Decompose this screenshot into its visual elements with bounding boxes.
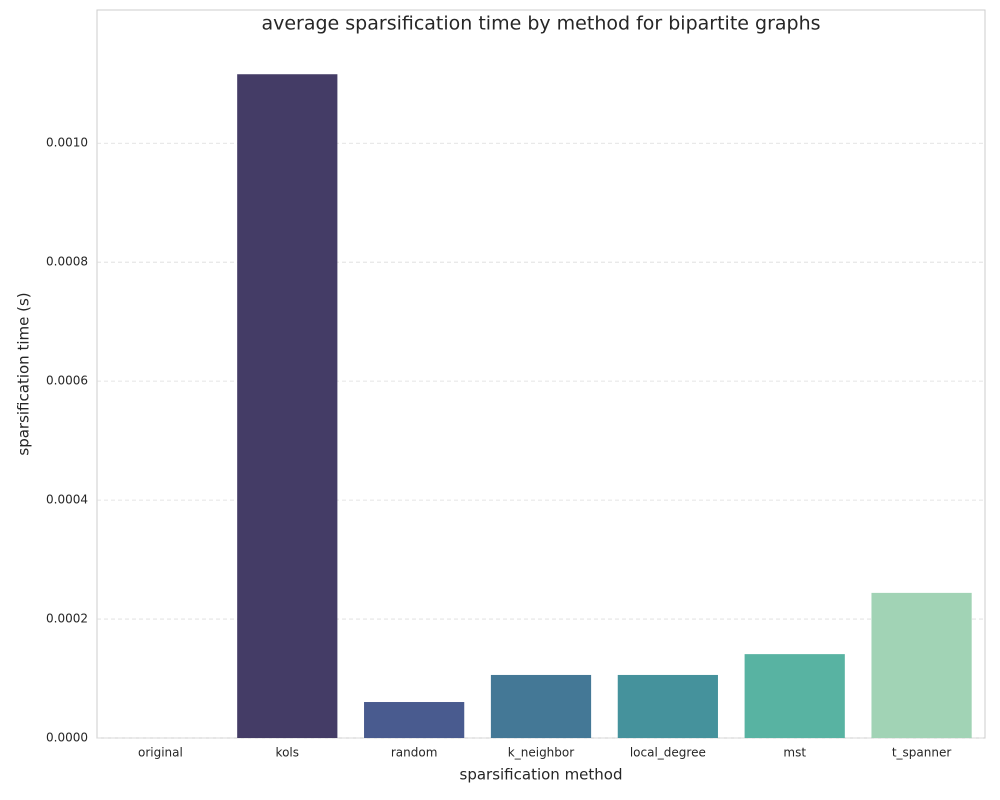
y-axis-label: sparsification time (s) — [15, 292, 33, 455]
y-tick-label: 0.0006 — [46, 374, 88, 388]
bar — [490, 674, 592, 738]
x-tick-label: mst — [783, 746, 806, 760]
bar — [237, 74, 338, 738]
bar — [744, 654, 845, 738]
bar — [364, 702, 465, 738]
y-tick-label: 0.0008 — [46, 255, 88, 269]
bar — [871, 592, 972, 738]
plot-frame — [96, 9, 986, 739]
y-tick-label: 0.0002 — [46, 612, 88, 626]
x-tick-label: original — [138, 746, 183, 760]
chart-title: average sparsification time by method fo… — [261, 13, 820, 35]
x-tick-label: local_degree — [630, 746, 706, 760]
x-axis-label: sparsification method — [460, 766, 623, 784]
x-tick-label: k_neighbor — [508, 746, 574, 760]
y-tick-label: 0.0000 — [46, 731, 88, 745]
x-tick-label: kols — [276, 746, 299, 760]
bar — [617, 674, 718, 738]
x-tick-label: t_spanner — [892, 746, 952, 760]
y-tick-label: 0.0010 — [46, 136, 88, 150]
x-tick-label: random — [391, 746, 438, 760]
y-tick-label: 0.0004 — [46, 493, 88, 507]
